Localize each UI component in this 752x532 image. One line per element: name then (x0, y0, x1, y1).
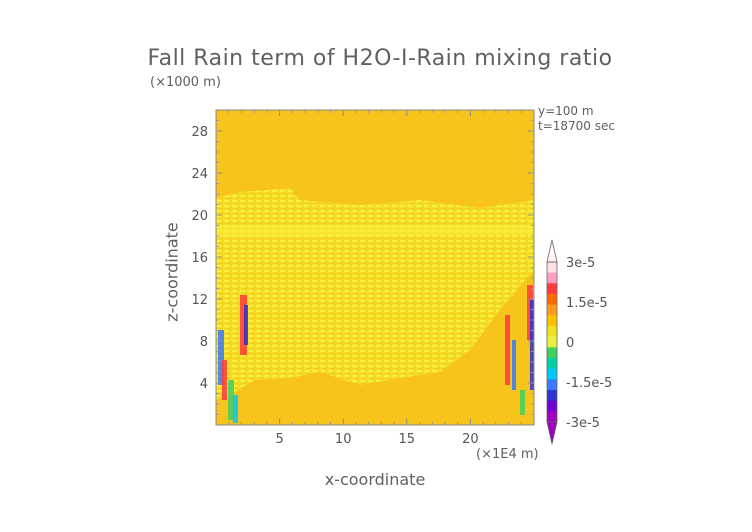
colorbar-swatch (547, 283, 557, 295)
colorbar-label: -1.5e-5 (566, 376, 612, 391)
y-tick-label: 12 (191, 293, 208, 308)
colorbar-frame (546, 261, 558, 423)
colorbar-label: 3e-5 (566, 256, 595, 271)
field-texture-top (216, 225, 534, 237)
x-tick-label: 20 (462, 432, 479, 447)
colorbar-swatch (547, 336, 557, 348)
y-tick-label: 8 (200, 335, 208, 350)
colorbar-swatch (547, 272, 557, 284)
field-streak (240, 295, 247, 355)
colorbar-swatch (547, 379, 557, 391)
field-streak (228, 380, 234, 420)
colorbar-swatch (547, 326, 557, 337)
colorbar-swatch (547, 315, 557, 327)
annotation-y-position: y=100 m (538, 104, 594, 118)
colorbar-swatch (547, 368, 557, 380)
y-tick-label: 4 (200, 377, 208, 392)
colorbar-swatch (547, 294, 557, 305)
field-streak (244, 305, 248, 345)
field-streak (233, 395, 238, 423)
y-tick-label: 28 (191, 125, 208, 140)
x-tick-label: 10 (335, 432, 352, 447)
y-axis-unit: (×1000 m) (150, 75, 221, 90)
field-texture-band (216, 188, 534, 400)
annotation-time: t=18700 sec (538, 119, 615, 133)
field-streak (512, 340, 516, 390)
colorbar-swatch (547, 390, 557, 401)
x-tick-label: 15 (399, 432, 416, 447)
colorbar-swatch (547, 358, 557, 369)
chart-title: Fall Rain term of H2O-I-Rain mixing rati… (147, 46, 613, 71)
colorbar-swatch (547, 411, 557, 423)
colorbar-min-arrow (546, 421, 558, 445)
field-streak (222, 360, 227, 400)
field-streak (218, 330, 224, 385)
x-axis-unit: (×1E4 m) (476, 447, 539, 462)
colorbar-max-arrow (546, 239, 558, 263)
field-streak (520, 390, 525, 415)
colorbar-swatch (547, 347, 557, 359)
x-tick-label: 5 (275, 432, 283, 447)
y-tick-label: 24 (191, 167, 208, 182)
colorbar-label: 1.5e-5 (566, 296, 608, 311)
field-streak (505, 315, 510, 385)
colorbar-swatch (547, 304, 557, 316)
y-tick-label: 16 (191, 251, 208, 266)
colorbar-swatch (547, 400, 557, 412)
field-streak (530, 300, 534, 390)
x-axis-label: x-coordinate (324, 470, 426, 489)
colorbar-label: 0 (566, 336, 574, 351)
colorbar-swatch (547, 262, 557, 273)
colorbar-label: -3e-5 (566, 416, 600, 431)
y-tick-label: 20 (191, 209, 208, 224)
